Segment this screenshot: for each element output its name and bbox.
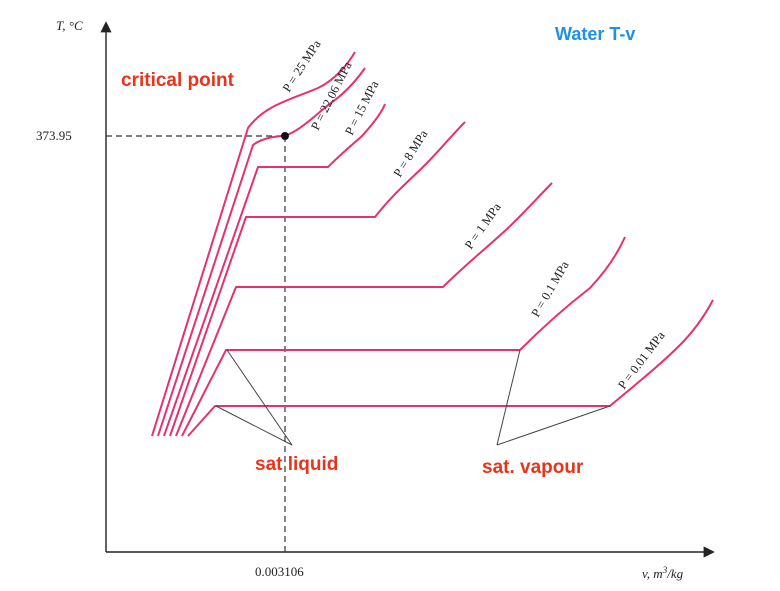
critical-point-label: critical point <box>121 70 235 91</box>
sat-vapour-pointer-lower <box>496 405 611 446</box>
sat-liquid-label: sat liquid <box>255 454 338 475</box>
diagram-title: Water T-v <box>555 24 635 44</box>
annotation-pointers <box>215 349 611 446</box>
isobar-label-p8: P = 8 MPa <box>391 127 431 180</box>
x-axis-label: v, m3/kg <box>642 565 684 581</box>
sat-liquid-pointer-lower <box>215 405 293 446</box>
sat-vapour-pointer-upper <box>496 349 521 446</box>
isobar-p2206-curve <box>157 67 366 437</box>
x-axis-label-suffix: /kg <box>666 566 683 581</box>
isobars <box>151 51 714 437</box>
x-axis-label-sup: 3 <box>662 565 668 575</box>
isobar-label-p01: P = 0.1 MPa <box>528 258 571 319</box>
critical-temperature-tick: 373.95 <box>36 128 72 143</box>
isobar-p25-curve <box>151 51 356 437</box>
critical-point-marker <box>281 132 289 140</box>
critical-reference: 373.95 0.003106 <box>36 128 304 579</box>
isobar-label-p15: P = 15 MPa <box>342 78 381 137</box>
isobar-p15-curve <box>163 103 386 437</box>
isobar-p001-curve <box>187 299 714 437</box>
isobar-p8-curve <box>169 121 466 437</box>
axes: T, °C v, m3/kg <box>56 18 715 581</box>
isobar-label-p1: P = 1 MPa <box>462 200 504 252</box>
sat-liquid-pointer-upper <box>226 349 293 446</box>
sat-vapour-label: sat. vapour <box>482 457 584 478</box>
isobar-label-p001: P = 0.01 MPa <box>615 328 668 391</box>
isobar-labels: P = 25 MPa P = 22.06 MPa P = 15 MPa P = … <box>280 37 668 392</box>
x-axis-label-prefix: v, m <box>642 566 663 581</box>
critical-volume-tick: 0.003106 <box>255 564 304 579</box>
isobar-p01-curve <box>181 236 626 437</box>
isobar-p1-curve <box>175 182 553 437</box>
y-axis-label: T, °C <box>56 18 83 33</box>
isobar-label-p25: P = 25 MPa <box>280 37 324 95</box>
